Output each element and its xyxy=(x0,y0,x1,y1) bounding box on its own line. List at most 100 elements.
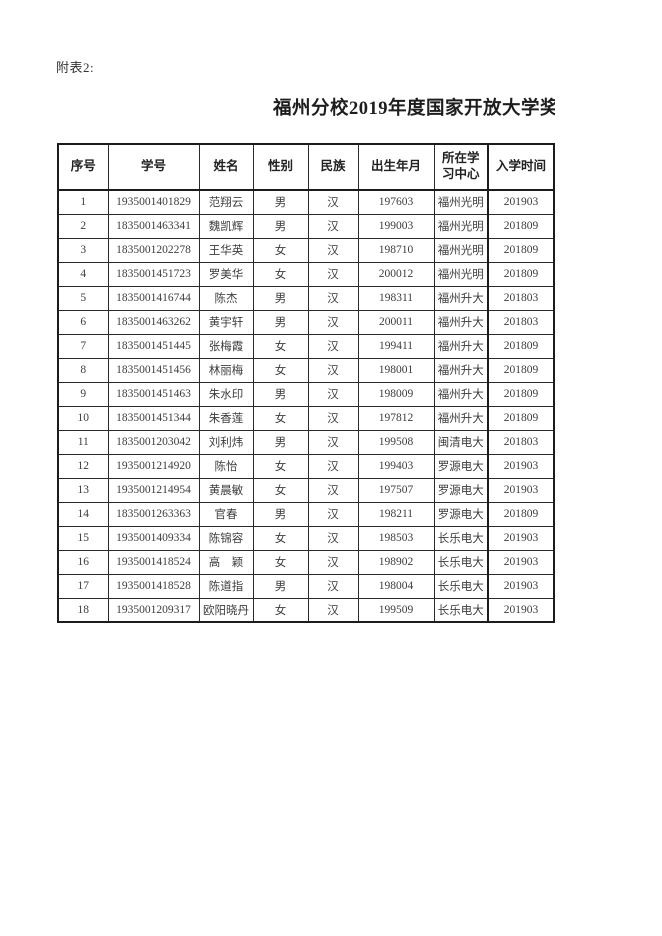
cell-birth_year_month: 199509 xyxy=(357,597,435,623)
cell-ethnicity: 汉 xyxy=(307,357,359,383)
cell-gender: 男 xyxy=(252,285,309,311)
cell-learning_center: 福州升大 xyxy=(433,381,489,407)
header-gender: 性别 xyxy=(252,143,309,191)
cell-birth_year_month: 199411 xyxy=(357,333,435,359)
cell-learning_center: 福州升大 xyxy=(433,285,489,311)
cell-enrollment_time: 201809 xyxy=(487,237,555,263)
cell-ethnicity: 汉 xyxy=(307,549,359,575)
cell-gender: 女 xyxy=(252,597,309,623)
cell-student_id: 1835001463262 xyxy=(107,309,200,335)
cell-birth_year_month: 197603 xyxy=(357,189,435,215)
cell-index: 17 xyxy=(57,573,109,599)
cell-enrollment_time: 201809 xyxy=(487,213,555,239)
cell-student_id: 1835001451445 xyxy=(107,333,200,359)
cell-learning_center: 福州升大 xyxy=(433,309,489,335)
table-row: 11 1835001203042 刘利炜男汉 199508 闽清电大 201803 xyxy=(57,429,555,455)
cell-name: 朱水印 xyxy=(198,381,254,407)
appendix-label: 附表2: xyxy=(56,60,95,75)
cell-name: 林丽梅 xyxy=(198,357,254,383)
cell-learning_center: 福州光明 xyxy=(433,237,489,263)
header-name: 姓名 xyxy=(198,143,254,191)
cell-birth_year_month: 198211 xyxy=(357,501,435,527)
cell-name: 张梅霞 xyxy=(198,333,254,359)
cell-enrollment_time: 201903 xyxy=(487,573,555,599)
cell-gender: 男 xyxy=(252,213,309,239)
cell-ethnicity: 汉 xyxy=(307,213,359,239)
cell-index: 5 xyxy=(57,285,109,311)
cell-birth_year_month: 199003 xyxy=(357,213,435,239)
cell-enrollment_time: 201809 xyxy=(487,405,555,431)
cell-name: 陈道指 xyxy=(198,573,254,599)
cell-name: 朱香莲 xyxy=(198,405,254,431)
cell-student_id: 1935001214954 xyxy=(107,477,200,503)
cell-name: 高 颖 xyxy=(198,549,254,575)
table-row: 14 1835001263363 官春男汉 198211 罗源电大 201809 xyxy=(57,501,555,527)
cell-name: 黄宇轩 xyxy=(198,309,254,335)
cell-ethnicity: 汉 xyxy=(307,573,359,599)
cell-gender: 男 xyxy=(252,189,309,215)
cell-name: 黄晨敏 xyxy=(198,477,254,503)
cell-gender: 女 xyxy=(252,477,309,503)
cell-name: 王华英 xyxy=(198,237,254,263)
cell-name: 罗美华 xyxy=(198,261,254,287)
table-row: 8 1835001451456 林丽梅女汉 198001 福州升大 201809 xyxy=(57,357,555,383)
cell-name: 欧阳晓丹 xyxy=(198,597,254,623)
cell-name: 魏凯辉 xyxy=(198,213,254,239)
cell-enrollment_time: 201803 xyxy=(487,309,555,335)
cell-index: 18 xyxy=(57,597,109,623)
cell-enrollment_time: 201803 xyxy=(487,429,555,455)
cell-ethnicity: 汉 xyxy=(307,285,359,311)
cell-name: 官春 xyxy=(198,501,254,527)
table-header-row: 序号 学号 姓名 性别 民族 出生年月 所在学 习中心 入学时间 xyxy=(57,143,555,191)
cell-student_id: 1835001463341 xyxy=(107,213,200,239)
cell-learning_center: 福州升大 xyxy=(433,333,489,359)
header-student-id: 学号 xyxy=(107,143,200,191)
cell-student_id: 1935001209317 xyxy=(107,597,200,623)
cell-name: 刘利炜 xyxy=(198,429,254,455)
cell-birth_year_month: 197507 xyxy=(357,477,435,503)
cell-index: 16 xyxy=(57,549,109,575)
cell-student_id: 1935001418524 xyxy=(107,549,200,575)
cell-index: 7 xyxy=(57,333,109,359)
cell-gender: 男 xyxy=(252,309,309,335)
cell-ethnicity: 汉 xyxy=(307,237,359,263)
cell-student_id: 1835001416744 xyxy=(107,285,200,311)
cell-enrollment_time: 201809 xyxy=(487,501,555,527)
table-row: 1 1935001401829 范翔云男汉 197603 福州光明 201903 xyxy=(57,189,555,215)
cell-birth_year_month: 198001 xyxy=(357,357,435,383)
table-row: 15 1935001409334 陈锦容女汉 198503 长乐电大 201903 xyxy=(57,525,555,551)
cell-enrollment_time: 201903 xyxy=(487,189,555,215)
cell-birth_year_month: 198503 xyxy=(357,525,435,551)
cell-gender: 男 xyxy=(252,573,309,599)
cell-student_id: 1835001451456 xyxy=(107,357,200,383)
table-row: 18 1935001209317 欧阳晓丹女汉 199509 长乐电大 201903 xyxy=(57,597,555,623)
cell-birth_year_month: 200011 xyxy=(357,309,435,335)
cell-student_id: 1935001418528 xyxy=(107,573,200,599)
cell-learning_center: 长乐电大 xyxy=(433,573,489,599)
table-row: 12 1935001214920 陈怡女汉 199403 罗源电大 201903 xyxy=(57,453,555,479)
cell-enrollment_time: 201809 xyxy=(487,333,555,359)
cell-birth_year_month: 198902 xyxy=(357,549,435,575)
cell-student_id: 1835001203042 xyxy=(107,429,200,455)
cell-student_id: 1835001451723 xyxy=(107,261,200,287)
cell-ethnicity: 汉 xyxy=(307,429,359,455)
cell-ethnicity: 汉 xyxy=(307,309,359,335)
cell-birth_year_month: 198009 xyxy=(357,381,435,407)
table-row: 16 1935001418524 高 颖女汉 198902 长乐电大 201903 xyxy=(57,549,555,575)
cell-learning_center: 长乐电大 xyxy=(433,549,489,575)
cell-index: 12 xyxy=(57,453,109,479)
header-ethnicity: 民族 xyxy=(307,143,359,191)
cell-ethnicity: 汉 xyxy=(307,189,359,215)
cell-gender: 女 xyxy=(252,261,309,287)
table-row: 6 1835001463262 黄宇轩男汉 200011 福州升大 201803 xyxy=(57,309,555,335)
header-birth-date: 出生年月 xyxy=(357,143,435,191)
cell-gender: 男 xyxy=(252,429,309,455)
scholarship-table: 序号 学号 姓名 性别 民族 出生年月 所在学 习中心 入学时间 1 193500… xyxy=(57,143,555,623)
cell-name: 陈杰 xyxy=(198,285,254,311)
cell-enrollment_time: 201809 xyxy=(487,381,555,407)
table-row: 7 1835001451445 张梅霞女汉 199411 福州升大 201809 xyxy=(57,333,555,359)
cell-student_id: 1835001202278 xyxy=(107,237,200,263)
cell-enrollment_time: 201903 xyxy=(487,477,555,503)
cell-index: 15 xyxy=(57,525,109,551)
